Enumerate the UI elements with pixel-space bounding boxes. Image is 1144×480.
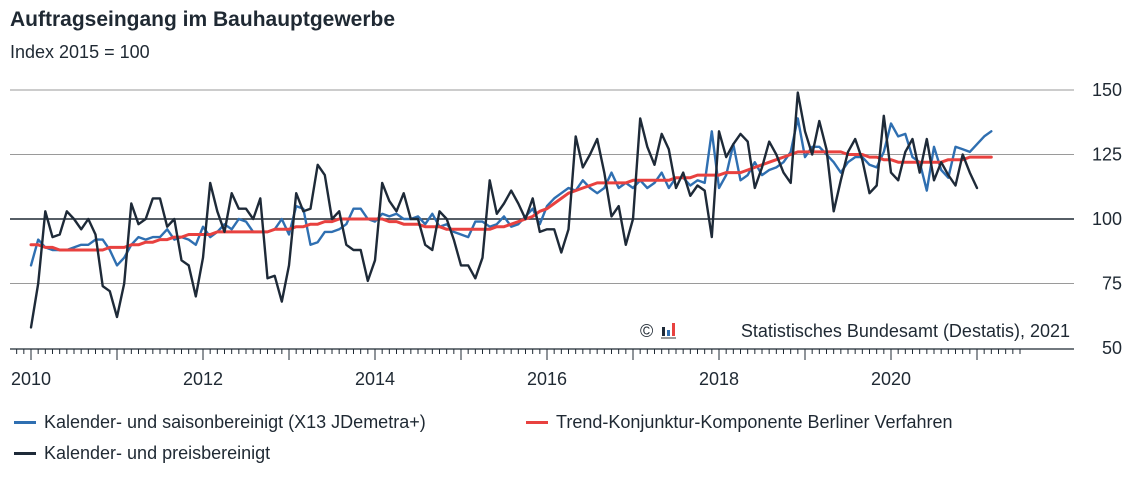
legend-label: Kalender- und saisonbereinigt (X13 JDeme…: [44, 412, 426, 432]
legend-item-seasonally-adjusted[interactable]: Kalender- und saisonbereinigt (X13 JDeme…: [14, 412, 426, 433]
series-line-trend: [29, 150, 993, 252]
copyright-symbol: ©: [640, 321, 653, 341]
destatis-logo-icon: [672, 323, 675, 336]
chart-title: Auftragseingang im Bauhauptgewerbe: [10, 8, 396, 31]
destatis-logo-icon: [667, 330, 670, 336]
legend-label: Kalender- und preisbereinigt: [44, 443, 271, 463]
legend-item-trend[interactable]: Trend-Konjunktur-Komponente Berliner Ver…: [526, 412, 953, 433]
x-tick-label: 2016: [527, 369, 567, 389]
legend-item-price-adjusted[interactable]: Kalender- und preisbereinigt: [14, 443, 270, 464]
legend-swatch-icon: [14, 421, 36, 424]
copyright-text: Statistisches Bundesamt (Destatis), 2021: [741, 321, 1070, 341]
y-tick-label: 100: [1092, 209, 1122, 229]
legend-swatch-icon: [526, 421, 548, 424]
chart-subtitle: Index 2015 = 100: [10, 42, 150, 62]
legend-swatch-icon: [14, 452, 36, 455]
legend-label: Trend-Konjunktur-Komponente Berliner Ver…: [556, 412, 953, 432]
y-tick-label: 125: [1092, 145, 1122, 165]
y-tick-label: 75: [1102, 274, 1122, 294]
y-tick-label: 50: [1102, 338, 1122, 358]
x-tick-label: 2018: [699, 369, 739, 389]
copyright-background: [636, 316, 1072, 344]
series-line-seasonally-adjusted: [29, 117, 993, 267]
x-tick-label: 2012: [183, 369, 223, 389]
destatis-logo-icon: [662, 327, 665, 336]
y-tick-label: 150: [1092, 80, 1122, 100]
series-line-price-adjusted: [29, 91, 979, 329]
x-tick-label: 2020: [871, 369, 911, 389]
destatis-logo-icon: [661, 337, 676, 339]
x-tick-label: 2014: [355, 369, 395, 389]
x-tick-label: 2010: [11, 369, 51, 389]
